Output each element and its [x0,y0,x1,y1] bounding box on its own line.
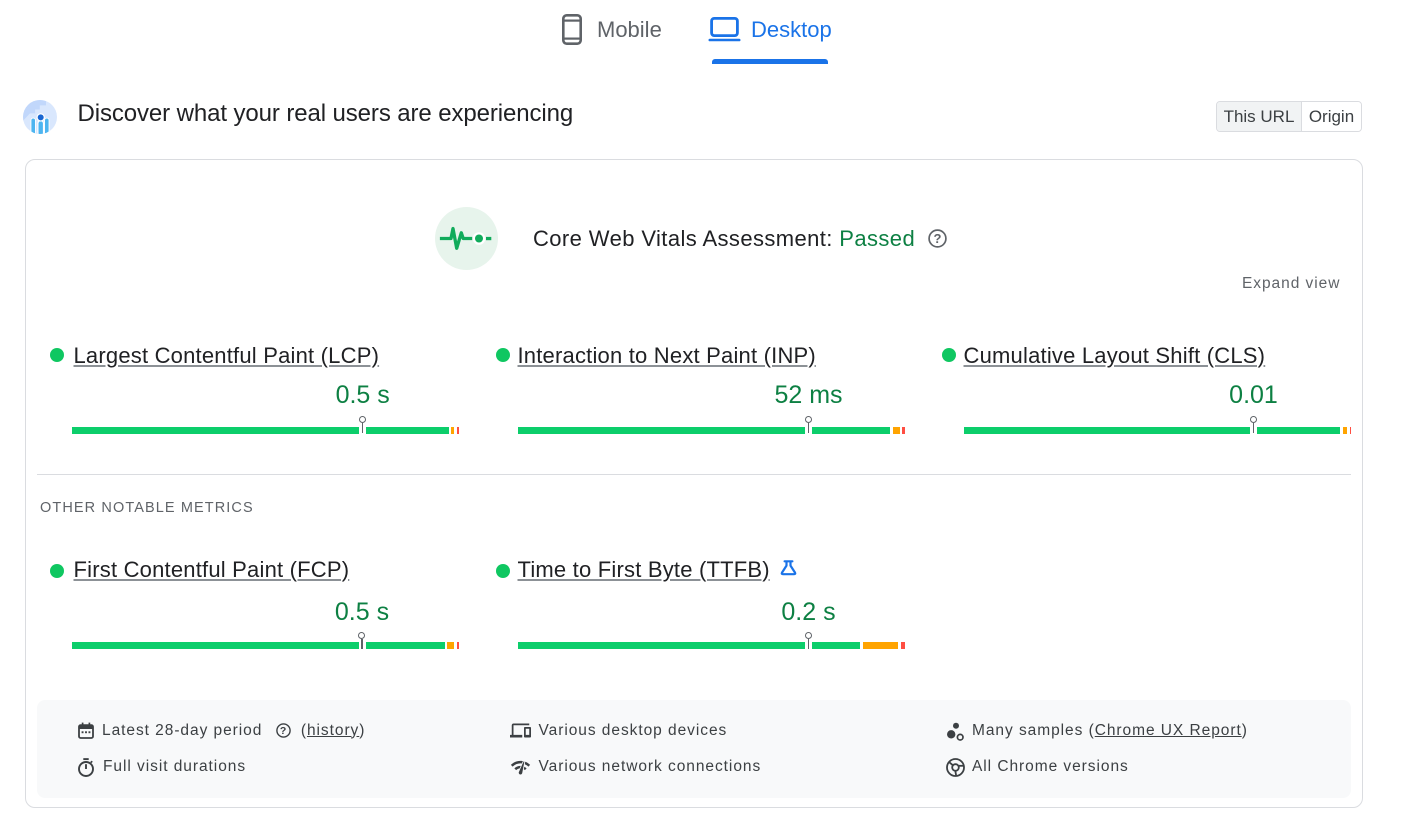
svg-text:?: ? [280,725,287,737]
svg-text:?: ? [934,231,942,246]
